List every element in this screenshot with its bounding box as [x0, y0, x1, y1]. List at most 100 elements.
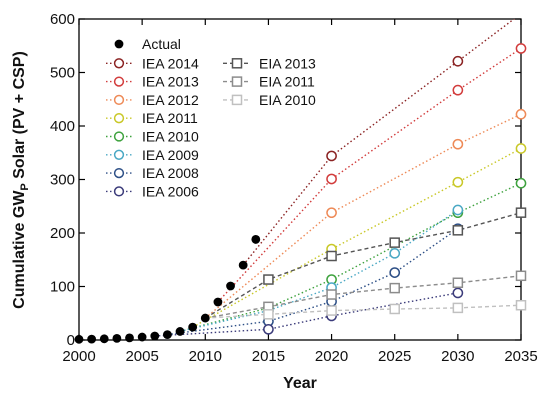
y-tick-label: 400	[50, 118, 75, 135]
point-eia-2013	[515, 207, 527, 218]
x-tick-label: 2030	[441, 348, 474, 365]
legend-marker-iea-2013	[113, 76, 125, 87]
y-axis-title-rest: Solar (PV + CSP)	[11, 51, 28, 183]
actual-point	[213, 297, 223, 307]
point-eia-2013	[452, 225, 464, 236]
actual-point	[175, 327, 185, 336]
legend-marker-iea-2011	[113, 113, 125, 124]
point-iea-2012	[515, 108, 527, 120]
x-tick-label: 2000	[62, 348, 95, 365]
series-line-iea-2008	[167, 228, 459, 336]
point-eia-2011	[326, 289, 337, 300]
point-iea-2013	[452, 84, 464, 96]
point-eia-2013	[389, 237, 400, 248]
point-iea-2012	[452, 138, 464, 150]
y-tick-label: 300	[50, 172, 75, 189]
point-eia-2010	[263, 309, 274, 320]
actual-point	[251, 235, 261, 244]
legend-marker-actual	[114, 39, 124, 49]
y-tick-label: 0	[67, 332, 75, 349]
actual-point	[125, 333, 134, 343]
y-tick-label: 600	[50, 11, 75, 28]
point-iea-2011	[452, 176, 464, 188]
point-iea-2013	[326, 173, 337, 185]
x-tick-label: 2010	[189, 348, 222, 365]
point-eia-2013	[263, 274, 274, 285]
legend-label-eia-2013: EIA 2013	[259, 55, 316, 71]
y-axis-title-main: Cumulative GW	[11, 190, 28, 309]
legend-label-iea-2009: IEA 2009	[142, 147, 199, 163]
y-axis-title: Cumulative GWP Solar (PV + CSP)	[11, 51, 31, 309]
series-line-iea-2010	[179, 182, 521, 333]
x-tick-label: 2020	[315, 348, 348, 365]
legend-label-iea-2013: IEA 2013	[142, 74, 199, 90]
legend: Actual IEA 2014 IEA 2013 IEA 2012 IEA 2011 IE…	[106, 36, 316, 199]
actual-point	[112, 333, 122, 343]
point-iea-2010	[515, 177, 527, 189]
x-tick-label: 2025	[378, 348, 411, 365]
x-tick-label: 2015	[252, 348, 285, 365]
point-iea-2006	[263, 323, 274, 335]
x-tick-label: 2035	[504, 348, 537, 365]
point-eia-2011	[389, 282, 400, 294]
actual-point	[87, 334, 97, 344]
series-line-eia-2011	[205, 275, 521, 319]
legend-marker-iea-2012	[113, 94, 125, 106]
actual-point	[150, 331, 160, 341]
y-tick-label: 500	[50, 65, 75, 82]
legend-label-iea-2012: IEA 2012	[142, 92, 199, 108]
series-line-iea-2006	[154, 292, 459, 337]
series-line-eia-2013	[204, 212, 521, 319]
y-tick-label: 200	[50, 225, 75, 242]
legend-marker-eia-2013	[231, 58, 243, 69]
legend-label-iea-2006: IEA 2006	[142, 183, 199, 199]
legend-marker-iea-2010	[113, 131, 125, 142]
point-iea-2008	[389, 267, 401, 278]
point-eia-2010	[389, 303, 400, 315]
point-eia-2011	[452, 277, 464, 289]
point-iea-2009	[452, 204, 464, 216]
series-line-iea-2011	[192, 147, 521, 328]
series-line-iea-2012	[204, 113, 521, 319]
x-axis-title: Year	[283, 375, 317, 392]
actual-point	[163, 330, 172, 340]
actual-point	[99, 334, 109, 344]
actual-point	[238, 260, 248, 270]
legend-marker-iea-2014	[113, 58, 125, 69]
legend-label-iea-2014: IEA 2014	[142, 55, 199, 71]
series-group	[154, 19, 521, 337]
point-iea-2009	[389, 247, 401, 259]
series-line-iea-2014	[242, 19, 516, 266]
plot-area: 2000 2005 2010 2015 2020 2025 2030 2035 0 100 200 3…	[50, 11, 538, 365]
actual-point	[188, 322, 198, 332]
legend-marker-eia-2010	[231, 94, 243, 106]
series-line-iea-2013	[217, 47, 521, 303]
legend-label-actual: Actual	[142, 36, 181, 52]
legend-label-iea-2010: IEA 2010	[142, 129, 199, 145]
legend-marker-iea-2009	[113, 149, 125, 160]
point-eia-2011	[515, 270, 527, 282]
actual-point	[200, 313, 210, 323]
legend-label-iea-2008: IEA 2008	[142, 165, 199, 181]
point-eia-2013	[326, 250, 337, 262]
point-iea-2013	[515, 43, 527, 54]
point-iea-2014	[452, 55, 464, 67]
series-line-iea-2009	[179, 209, 459, 333]
x-tick-label: 2005	[125, 348, 158, 365]
y-tick-label: 100	[50, 279, 75, 296]
y-axis-title-subscript: P	[19, 183, 31, 190]
point-iea-2006	[452, 287, 464, 299]
point-iea-2011	[515, 143, 527, 154]
point-eia-2010	[326, 305, 337, 316]
point-eia-2010	[452, 302, 464, 314]
actual-point	[74, 334, 84, 344]
legend-marker-eia-2011	[231, 76, 243, 87]
legend-label-eia-2010: EIA 2010	[259, 92, 316, 108]
point-eia-2010	[515, 299, 527, 311]
actual-point	[137, 332, 147, 342]
point-iea-2012	[326, 207, 337, 219]
legend-marker-iea-2006	[113, 186, 125, 197]
legend-marker-iea-2008	[113, 167, 125, 179]
